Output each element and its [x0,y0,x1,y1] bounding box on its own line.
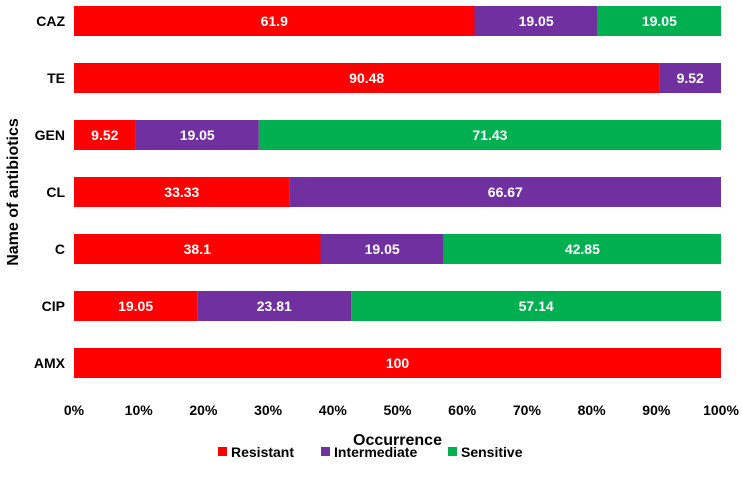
legend-label-intermediate: Intermediate [334,444,417,460]
data-label-resistant-amx: 100 [386,355,410,371]
data-label-intermediate-cip: 23.81 [257,298,292,314]
y-axis-title: Name of antibiotics [5,118,22,266]
category-label-c: C [55,241,65,257]
bar-intermediate-te [659,63,721,93]
category-label-caz: CAZ [36,13,65,29]
category-label-te: TE [47,70,65,86]
category-label-amx: AMX [34,355,66,371]
category-label-gen: GEN [35,127,65,143]
data-label-sensitive-c: 42.85 [565,241,600,257]
bar-resistant-cl [74,177,290,207]
legend-label-sensitive: Sensitive [461,444,523,460]
legend-swatch-sensitive [448,447,457,456]
bar-resistant-te [74,63,660,93]
data-label-resistant-te: 90.48 [349,70,384,86]
x-tick-label: 40% [319,402,348,418]
x-tick-label: 30% [254,402,283,418]
x-tick-label: 50% [383,402,412,418]
category-label-cl: CL [46,184,65,200]
bar-intermediate-cl [289,177,721,207]
data-label-sensitive-caz: 19.05 [642,13,677,29]
bar-sensitive-caz [597,6,721,36]
data-label-intermediate-cl: 66.67 [488,184,523,200]
data-label-intermediate-gen: 19.05 [180,127,215,143]
bar-resistant-gen [74,120,136,150]
x-tick-label: 70% [513,402,542,418]
bar-resistant-c [74,234,321,264]
category-label-cip: CIP [42,298,65,314]
bar-sensitive-gen [258,120,721,150]
data-label-resistant-gen: 9.52 [91,127,118,143]
bar-resistant-cip [74,291,198,321]
bar-sensitive-cip [351,291,721,321]
data-label-sensitive-gen: 71.43 [472,127,507,143]
data-label-resistant-cip: 19.05 [118,298,153,314]
bars-group: 61.9 19.05 19.05 90.48 9.52 9.52 19.05 71.43 33.… [74,6,721,378]
data-label-resistant-caz: 61.9 [261,13,288,29]
legend: Resistant Intermediate Sensitive [218,444,523,460]
data-label-sensitive-cip: 57.14 [519,298,554,314]
category-labels: CAZ TE GEN CL C CIP AMX [34,13,66,371]
data-label-intermediate-caz: 19.05 [519,13,554,29]
bar-intermediate-caz [474,6,598,36]
bar-resistant-amx [74,348,721,378]
legend-swatch-resistant [218,447,227,456]
bar-intermediate-cip [197,291,352,321]
x-tick-label: 100% [703,402,739,418]
x-tick-label: 0% [64,402,85,418]
x-tick-label: 10% [125,402,154,418]
x-tick-label: 80% [578,402,607,418]
x-axis-title: Occurrence [353,432,442,449]
x-tick-label: 60% [448,402,477,418]
legend-label-resistant: Resistant [231,444,294,460]
legend-swatch-intermediate [321,447,330,456]
bar-sensitive-c [443,234,721,264]
x-tick-labels: 0% 10% 20% 30% 40% 50% 60% 70% 80% 90% 100% [64,402,740,418]
bar-resistant-caz [74,6,475,36]
bar-intermediate-gen [135,120,259,150]
bar-intermediate-c [320,234,444,264]
data-label-resistant-c: 38.1 [184,241,211,257]
x-tick-label: 20% [189,402,218,418]
data-label-resistant-cl: 33.33 [164,184,199,200]
x-tick-label: 90% [642,402,671,418]
data-label-intermediate-te: 9.52 [677,70,704,86]
data-label-intermediate-c: 19.05 [365,241,400,257]
